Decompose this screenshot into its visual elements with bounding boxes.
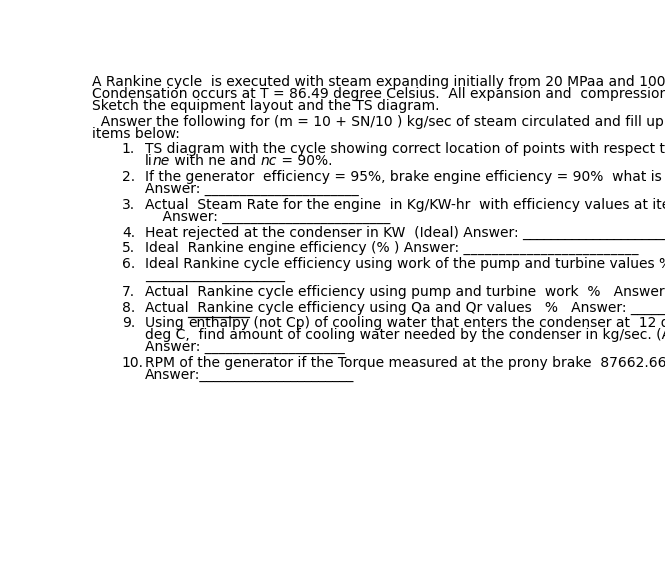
Text: Ideal  Rankine engine efficiency (% ) Answer: _________________________: Ideal Rankine engine efficiency (% ) Ans… [145,241,638,255]
Text: A Rankine cycle  is executed with steam expanding initially from 20 MPaa and 100: A Rankine cycle is executed with steam e… [92,75,665,89]
Text: with ne and: with ne and [170,154,261,168]
Text: RPM of the generator if the Torque measured at the prony brake  87662.66 N-m.: RPM of the generator if the Torque measu… [145,356,665,370]
Text: 4.: 4. [122,226,135,240]
Text: 5.: 5. [122,241,135,255]
Text: nc: nc [261,154,277,168]
Text: Answer the following for (m = 10 + SN/10 ) kg/sec of steam circulated and fill u: Answer the following for (m = 10 + SN/10… [92,114,665,128]
Text: Answer: ____________________: Answer: ____________________ [145,341,345,355]
Text: Using: Using [145,316,188,330]
Text: 8.: 8. [122,301,135,315]
Text: Heat rejected at the condenser in KW  (Ideal) Answer: ______________________: Heat rejected at the condenser in KW (Id… [145,226,665,240]
Text: Sketch the equipment layout and the TS diagram.: Sketch the equipment layout and the TS d… [92,99,440,113]
Text: Answer: ______________________: Answer: ______________________ [145,182,359,196]
Text: = 90%.: = 90%. [277,154,332,168]
Text: If the generator  efficiency = 95%, brake engine efficiency = 90%  what is the b: If the generator efficiency = 95%, brake… [145,170,665,184]
Text: 6.: 6. [122,257,135,271]
Text: 7.: 7. [122,285,135,299]
Text: deg C,  find amount of cooling water needed by the condenser in kg/sec. (Actual): deg C, find amount of cooling water need… [145,328,665,342]
Text: Answer: ________________________: Answer: ________________________ [145,210,390,224]
Text: TS diagram with the cycle showing correct location of points with respect to sat: TS diagram with the cycle showing correc… [145,142,665,157]
Text: li: li [145,154,153,168]
Text: 9.: 9. [122,316,135,330]
Text: enthalpy: enthalpy [188,316,249,330]
Text: ne: ne [153,154,170,168]
Text: ____________________: ____________________ [145,269,285,283]
Text: Answer:______________________: Answer:______________________ [145,368,354,382]
Text: Ideal Rankine cycle efficiency using work of the pump and turbine values %  Answ: Ideal Rankine cycle efficiency using wor… [145,257,665,271]
Text: Condensation occurs at T = 86.49 degree Celsius.  All expansion and  compression: Condensation occurs at T = 86.49 degree … [92,87,665,101]
Text: Actual  Rankine cycle efficiency using pump and turbine  work  %   Answer: _____: Actual Rankine cycle efficiency using pu… [145,285,665,299]
Text: 3.: 3. [122,198,135,212]
Text: (not Cp) of cooling water that enters the condenser at  12 deg C and leaves at 2: (not Cp) of cooling water that enters th… [249,316,665,330]
Text: 2.: 2. [122,170,135,184]
Text: Actual  Rankine cycle efficiency using Qa and Qr values   %   Answer: __________: Actual Rankine cycle efficiency using Qa… [145,301,665,315]
Text: 1.: 1. [122,142,135,157]
Text: 10.: 10. [122,356,144,370]
Text: Actual  Steam Rate for the engine  in Kg/KW-hr  with efficiency values at item 2: Actual Steam Rate for the engine in Kg/K… [145,198,665,212]
Text: items below:: items below: [92,127,180,141]
